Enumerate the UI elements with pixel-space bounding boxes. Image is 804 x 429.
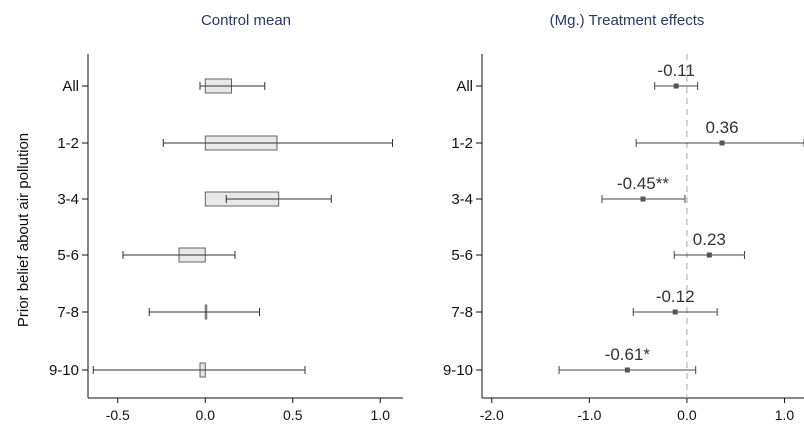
effect-data-label: 0.36: [705, 118, 738, 137]
right-x-tick-label: 1.0: [775, 407, 795, 423]
right-chart-title: (Mg.) Treatment effects: [550, 12, 705, 29]
left-x-tick-label: -0.5: [106, 407, 130, 423]
right-y-tick-label: 5-6: [451, 247, 473, 264]
effect-data-label: 0.23: [693, 230, 726, 249]
control-mean-panel: Control mean Prior belief about air poll…: [15, 12, 403, 423]
effect-data-label: -0.61*: [605, 345, 651, 364]
right-x-tick-label: 0.0: [677, 407, 697, 423]
left-y-tick-label: 5-6: [57, 247, 79, 264]
left-y-tick-label: 1-2: [57, 135, 79, 152]
effect-point: [624, 367, 630, 373]
right-y-tick-label: 9-10: [443, 362, 473, 379]
y-axis-label: Prior belief about air pollution: [15, 133, 32, 327]
treatment-effects-panel: (Mg.) Treatment effects -0.11 0.36 -0.45**…: [443, 12, 804, 423]
left-y-tick-label: 3-4: [57, 191, 79, 208]
left-y-tick-label: All: [62, 78, 79, 95]
effect-point: [673, 83, 679, 89]
effect-point: [672, 309, 678, 315]
left-x-tick-label: 0.0: [196, 407, 216, 423]
right-y-tick-label: 1-2: [451, 135, 473, 152]
left-y-tick-label: 7-8: [57, 304, 79, 321]
right-y-tick-label: 3-4: [451, 191, 473, 208]
effect-point: [719, 140, 725, 146]
right-y-tick-label: 7-8: [451, 304, 473, 321]
effect-data-label: -0.12: [656, 287, 695, 306]
effect-data-label: -0.11: [657, 61, 695, 80]
right-y-tick-label: All: [456, 78, 473, 95]
effect-point: [706, 252, 712, 258]
left-chart-title: Control mean: [201, 12, 291, 29]
left-x-tick-label: 1.0: [371, 407, 391, 423]
left-y-tick-label: 9-10: [49, 362, 79, 379]
right-x-tick-label: -1.0: [577, 407, 601, 423]
effect-point: [640, 196, 646, 202]
right-x-tick-label: -2.0: [480, 407, 504, 423]
effect-data-label: -0.45**: [617, 174, 669, 193]
left-x-tick-label: 0.5: [283, 407, 303, 423]
